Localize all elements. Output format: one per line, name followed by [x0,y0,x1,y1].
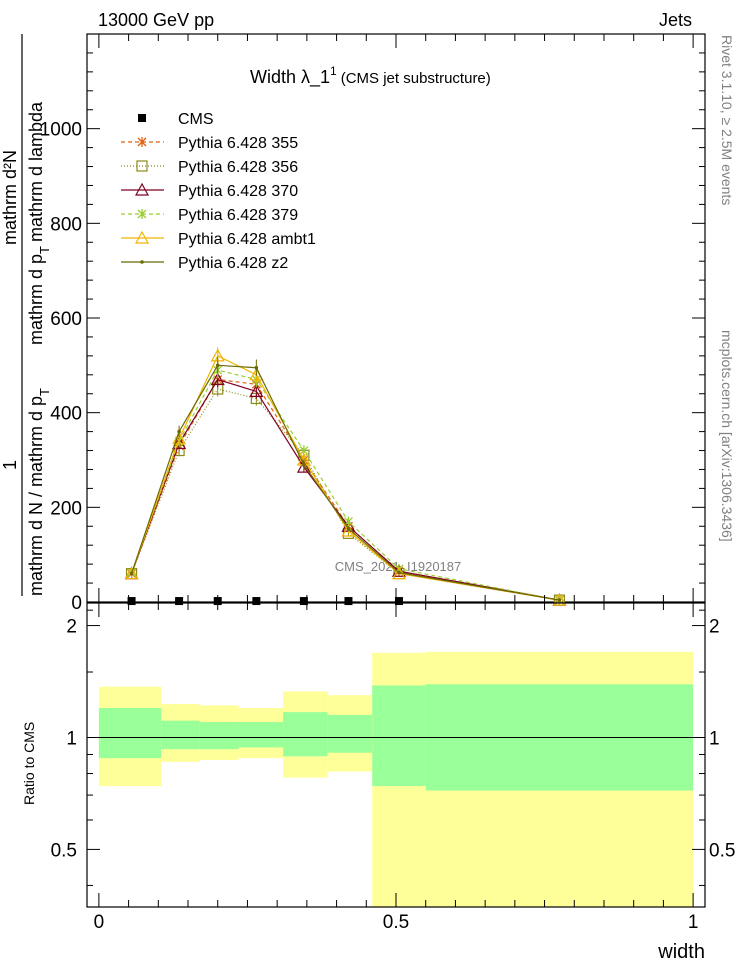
marker-square-open [136,160,148,172]
legend: CMS Pythia 6.428 355 Pythia 6.428 356 Pythi… [121,111,316,272]
ylabel-denominator-sub: T [37,388,52,396]
chart-title-sub: (CMS jet substructure) [341,70,491,87]
main-y-tick-label: 800 [50,214,82,235]
chart-title-sup: 1 [330,64,337,78]
series-line [131,378,560,601]
legend-label: Pythia 6.428 ambt1 [178,231,316,248]
marker-dot [254,365,259,370]
marker-square-filled [344,597,353,606]
ratio-y-tick-label-right: 1 [709,728,720,749]
header-left: 13000 GeV pp [98,10,214,30]
ratio-y-axis: 0.5 0.5 1 1 2 2 [51,602,735,908]
marker-dot [177,429,181,434]
ylabel-denominator: mathrm d N / mathrm d pT [26,388,52,596]
marker-triangle-open [134,230,150,244]
legend-item: Pythia 6.428 379 [121,207,298,224]
legend-label: CMS [178,111,214,128]
main-y-tick-label: 400 [50,404,82,425]
x-axis: 0 0.5 1 [94,34,699,933]
marker-square-filled [127,597,136,606]
marker-square-filled [138,114,146,122]
ylabel-denominator-text: mathrm d N / mathrm d p [26,396,46,596]
ratio-band-inner [98,708,162,759]
series-pythia-6-428-z2 [129,357,562,602]
legend-item: Pythia 6.428 355 [121,135,298,152]
legend-label: Pythia 6.428 356 [178,159,298,176]
ylabel-fraction-den: mathrm d p [26,254,46,345]
series-cms [127,597,403,606]
marker-square-filled [299,597,308,606]
marker-dot [215,363,220,368]
marker-square-filled [394,597,403,606]
marker-square-filled [175,597,184,606]
chart-title: Width λ_11 (CMS jet substructure) [250,64,491,88]
header-right: Jets [659,10,692,30]
marker-triangle-open [172,436,187,450]
rivet-label: Rivet 3.1.10, ≥ 2.5M events [719,35,735,205]
chart-title-main: Width λ_1 [250,67,330,88]
marker-triangle-open [172,431,187,445]
marker-dot [140,260,144,264]
legend-label: Pythia 6.428 379 [178,207,298,224]
marker-dot [129,571,134,576]
ylabel-fraction-numerator: mathrm d²N [0,150,20,245]
mcplots-label: mcplots.cern.ch [arXiv:1306.3436] [719,330,735,542]
ratio-y-tick-label: 1 [66,728,77,749]
legend-item: Pythia 6.428 370 [121,182,298,200]
legend-label: Pythia 6.428 355 [178,135,298,152]
ratio-y-tick-label: 2 [66,617,77,638]
marker-triangle-open [124,566,139,580]
x-tick-label: 1 [688,912,699,933]
ratio-y-tick-label: 0.5 [51,840,77,861]
main-y-tick-label: 1000 [40,120,82,141]
marker-triangle-open [210,372,225,386]
main-y-axis-label: 1 mathrm d N / mathrm d pT mathrm d²N ma… [0,34,52,596]
x-axis-label: width [657,941,705,963]
ylabel-one: 1 [0,460,20,470]
ylabel-fraction-denominator: mathrm d pTmathrm d lambda [26,101,52,345]
main-y-tick-label: 600 [50,309,82,330]
marker-dot [302,462,306,467]
legend-item: CMS [138,111,214,128]
marker-dot [346,526,351,531]
marker-triangle-open [249,384,264,397]
marker-triangle-open [134,182,150,196]
ratio-y-axis-label: Ratio to CMS [21,722,37,805]
ratio-panel: 0.5 0.51 12 2 Ratio to CMS 0 0.5 1 width [21,34,735,963]
marker-dot [397,570,401,575]
series-line [130,364,560,601]
ratio-band-inner [199,722,239,750]
ratio-band-inner [327,714,373,753]
legend-label: Pythia 6.428 z2 [178,255,288,272]
ratio-bands [87,651,705,907]
legend-item: Pythia 6.428 z2 [121,255,288,272]
ratio-y-tick-label-right: 2 [709,617,720,638]
x-tick-label: 0.5 [383,912,409,933]
marker-triangle-open [296,459,311,473]
main-series [124,347,567,606]
main-y-tick-label: 200 [50,498,82,519]
legend-label: Pythia 6.428 370 [178,183,298,200]
marker-star [137,209,147,219]
marker-dot [557,598,562,602]
ratio-band-inner [372,685,426,787]
marker-star [137,137,147,147]
legend-item: Pythia 6.428 ambt1 [121,230,316,248]
x-tick-label: 0 [94,912,105,933]
main-y-tick-label: 0 [71,593,82,614]
ratio-band-inner [238,722,284,748]
ratio-y-tick-label-right: 0.5 [709,840,735,861]
ratio-band-inner [161,720,200,750]
legend-item: Pythia 6.428 356 [121,159,298,176]
ylabel-fraction-den-tail: mathrm d lambda [26,101,46,242]
ratio-band-inner [283,712,328,757]
marker-square-filled [252,597,261,606]
ylabel-fraction-den-sub: T [37,246,52,254]
